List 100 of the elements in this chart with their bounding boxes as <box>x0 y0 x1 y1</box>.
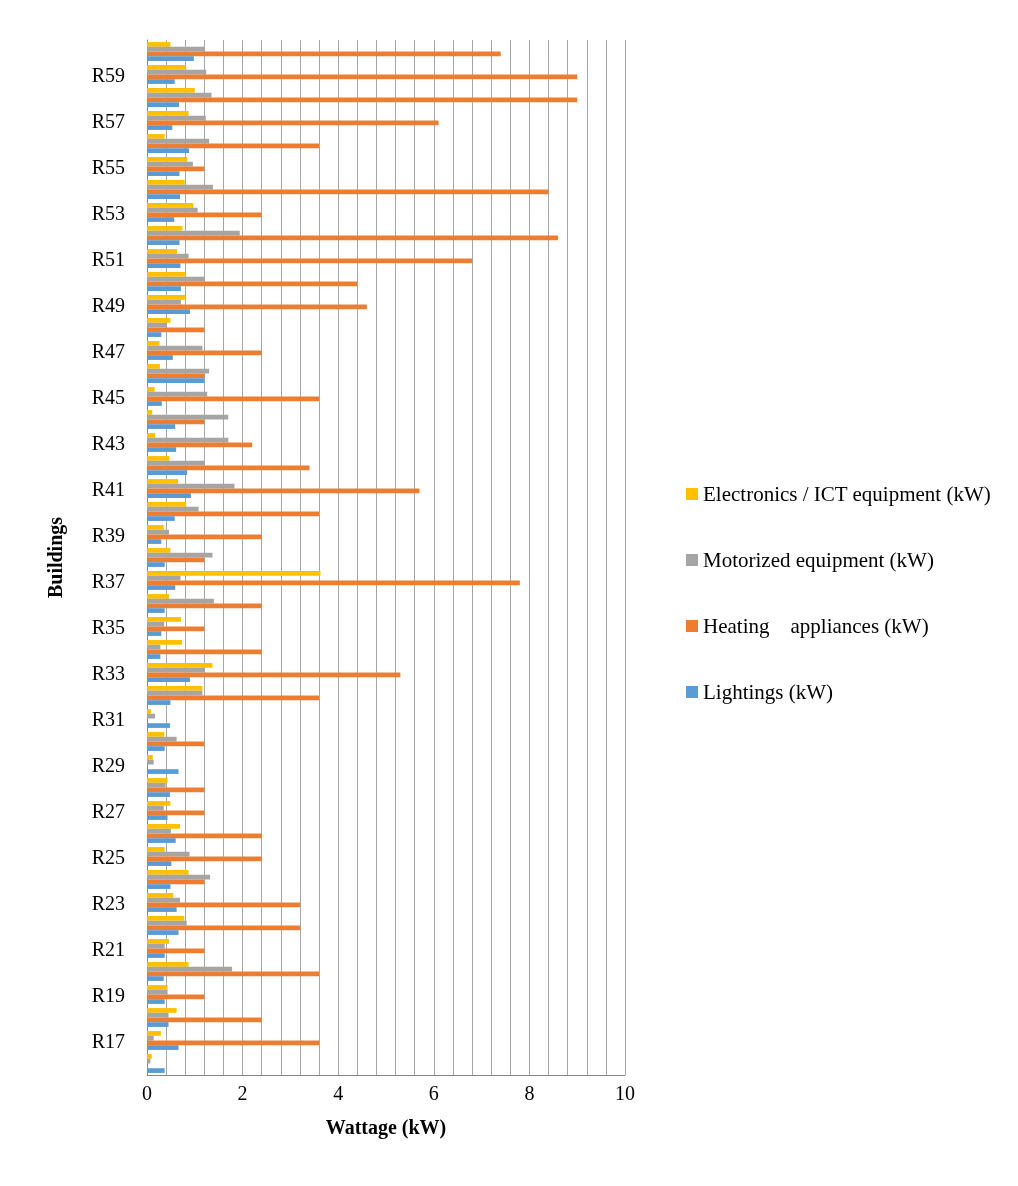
y-tick-label: R17 <box>91 1029 125 1052</box>
y-tick-label: R33 <box>91 661 125 684</box>
bar <box>147 939 169 944</box>
bar <box>147 378 205 383</box>
bar <box>147 171 180 176</box>
bar <box>147 838 176 843</box>
bar <box>147 847 165 852</box>
bar <box>147 364 160 369</box>
bar <box>147 79 175 84</box>
y-tick-label: R23 <box>91 891 125 914</box>
y-tick-label: R31 <box>91 707 125 730</box>
bar <box>147 148 190 153</box>
bar <box>147 1058 151 1064</box>
bar <box>147 125 173 130</box>
bar <box>147 608 165 613</box>
bar <box>147 861 172 866</box>
y-tick-label: R39 <box>91 523 125 546</box>
legend-label: Heating appliances (kW) <box>703 614 929 638</box>
bar <box>147 677 191 682</box>
bar <box>147 203 194 208</box>
y-tick-label: R47 <box>91 339 125 362</box>
bar <box>147 709 151 714</box>
bar <box>147 617 181 622</box>
bar <box>147 309 191 314</box>
bar <box>147 525 164 530</box>
bar <box>147 815 168 820</box>
bar <box>147 539 162 544</box>
bar <box>147 1045 179 1050</box>
bar <box>147 157 188 162</box>
bar <box>147 240 180 245</box>
bar <box>147 263 181 268</box>
bar <box>147 884 171 889</box>
bar <box>147 893 174 898</box>
bar <box>147 700 171 705</box>
bar <box>147 493 191 498</box>
bar <box>147 295 186 300</box>
bar <box>147 713 156 719</box>
bar <box>147 322 167 328</box>
y-tick-label: R57 <box>91 109 125 132</box>
bar <box>147 65 186 70</box>
x-tick-label: 2 <box>237 1082 248 1104</box>
bar <box>147 732 165 737</box>
bar <box>147 387 155 392</box>
bar <box>147 828 171 834</box>
y-tick-label: R35 <box>91 615 125 638</box>
x-axis-title: Wattage (kW) <box>325 1116 447 1139</box>
bar <box>147 355 173 360</box>
bar <box>147 1068 165 1073</box>
x-tick-label: 10 <box>615 1082 635 1104</box>
x-tick-label: 8 <box>524 1082 535 1104</box>
y-tick-label: R59 <box>91 63 125 86</box>
bar <box>147 916 185 921</box>
y-tick-label: R53 <box>91 201 125 224</box>
bar <box>147 470 188 475</box>
bar <box>147 870 189 875</box>
bar <box>147 930 179 935</box>
y-tick-label: R21 <box>91 937 125 960</box>
bar <box>147 272 186 277</box>
bar <box>147 631 162 636</box>
bar <box>147 516 175 521</box>
bar <box>147 897 180 903</box>
bar <box>147 989 168 995</box>
bar <box>147 502 187 507</box>
bar <box>147 1054 152 1059</box>
bar <box>147 621 165 627</box>
bar <box>147 962 189 967</box>
bar <box>147 134 165 139</box>
bar <box>147 226 183 231</box>
bar <box>147 88 195 93</box>
y-axis-title: Buildings <box>44 516 67 599</box>
bar <box>147 571 321 576</box>
y-tick-label: R19 <box>91 983 125 1006</box>
bar <box>147 249 178 254</box>
bar <box>147 506 199 512</box>
y-tick-label: R41 <box>91 477 125 500</box>
legend-label: Lightings (kW) <box>703 680 834 704</box>
bar <box>147 792 170 797</box>
bar <box>147 999 165 1004</box>
bar <box>147 824 180 829</box>
bar <box>147 640 182 645</box>
bar <box>147 424 176 429</box>
bar <box>147 805 164 811</box>
bar <box>147 207 198 213</box>
bar <box>147 686 203 691</box>
bar <box>147 562 165 567</box>
bar <box>147 690 203 696</box>
bar <box>147 299 181 305</box>
bar <box>147 341 160 346</box>
bar <box>147 194 180 199</box>
bar <box>147 332 162 337</box>
legend-label: Electronics / ICT equipment (kW) <box>703 482 991 506</box>
bar <box>147 1022 169 1027</box>
bar <box>147 594 169 599</box>
bar <box>147 976 164 981</box>
bar <box>147 180 185 185</box>
bar <box>147 456 170 461</box>
x-tick-label: 0 <box>142 1082 152 1104</box>
legend-label: Motorized equipment (kW) <box>703 548 934 572</box>
bar <box>147 433 156 438</box>
bar <box>147 42 171 47</box>
